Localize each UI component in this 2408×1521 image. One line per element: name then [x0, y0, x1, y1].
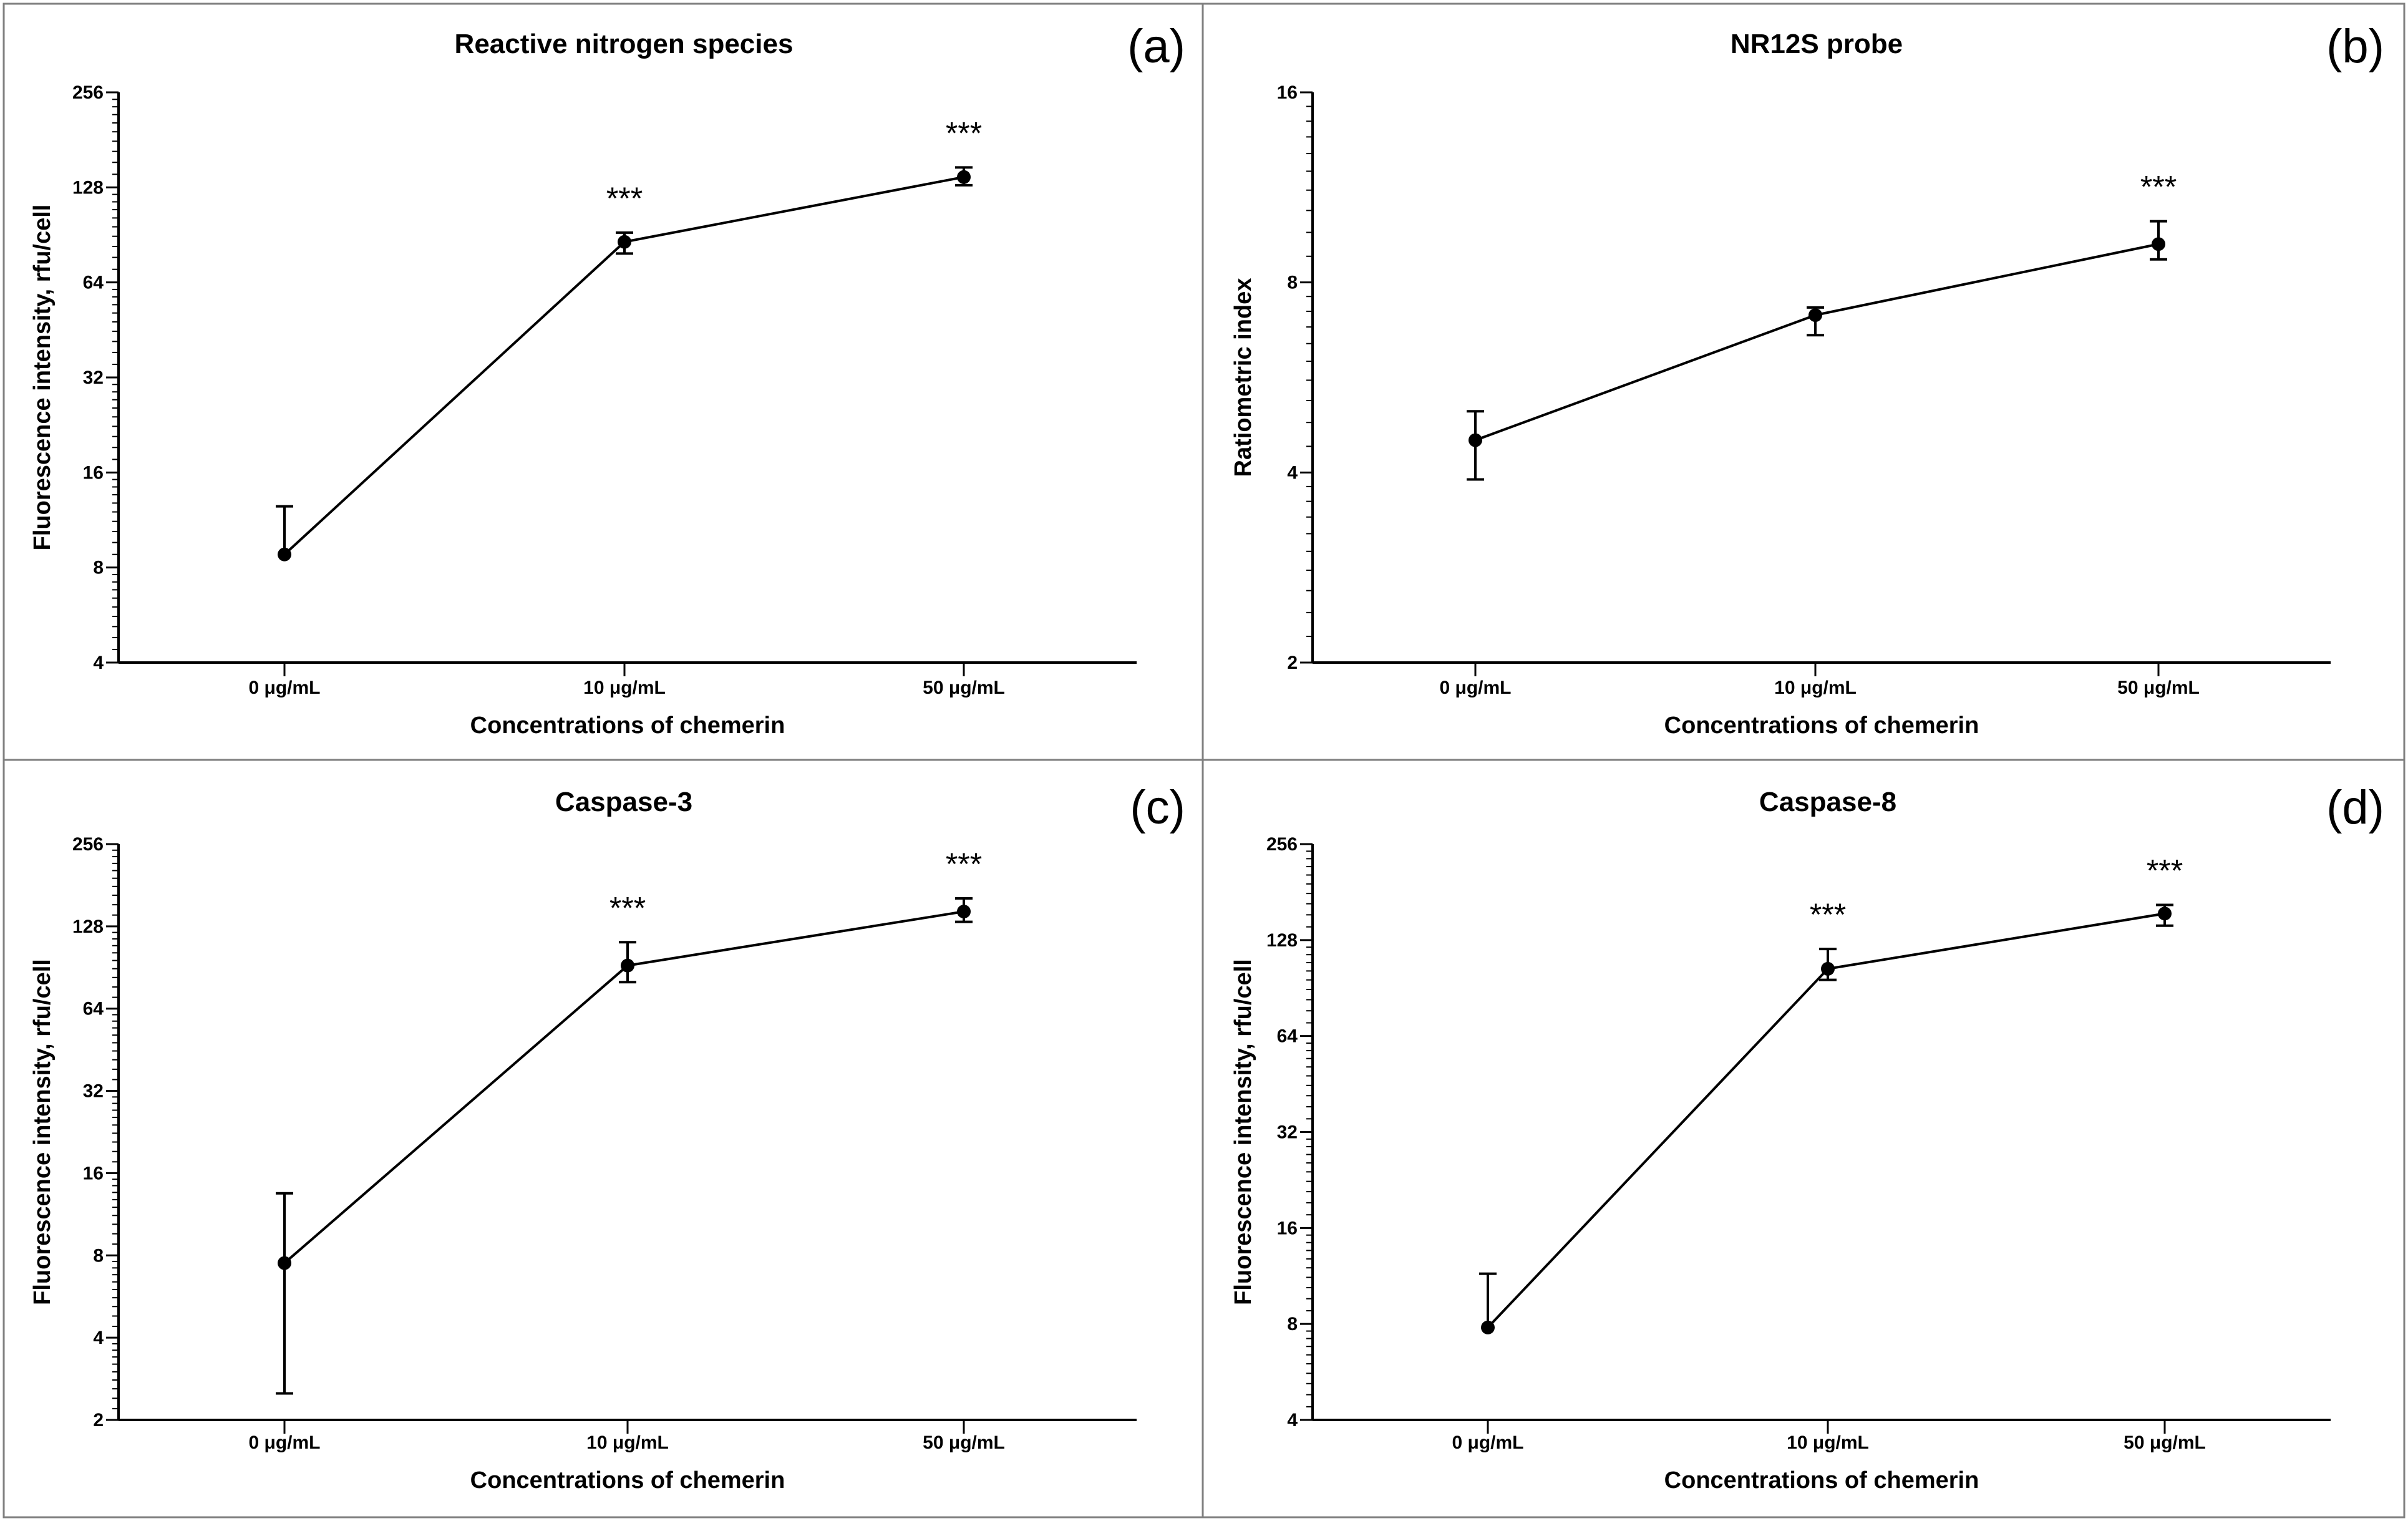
significance-marker: ***	[2147, 853, 2183, 888]
y-tick-label: 128	[72, 916, 104, 937]
y-tick-label: 256	[72, 834, 104, 855]
y-tick-label: 16	[1277, 82, 1298, 103]
y-tick-label: 256	[72, 82, 104, 103]
x-tick-label: 10 μg/mL	[1774, 678, 1857, 698]
data-point	[278, 547, 291, 561]
panel-frame	[1202, 759, 2406, 1519]
y-tick-label: 256	[1266, 834, 1298, 855]
y-tick-label: 2	[1287, 653, 1298, 673]
y-tick-label: 16	[1277, 1218, 1298, 1238]
data-point	[278, 1256, 291, 1270]
y-tick-label: 64	[83, 999, 104, 1019]
y-axis-title: Fluorescence intensity, rfu/cell	[29, 959, 56, 1305]
x-tick-label: 0 μg/mL	[1452, 1432, 1523, 1453]
y-tick-label: 8	[93, 1245, 104, 1266]
y-tick-label: 8	[1287, 273, 1298, 293]
data-point	[957, 905, 971, 919]
chart-panel: 2 4 8 16 0 μg/mL 10 μg/mL 50 μg/mL Concentratio…	[1230, 20, 2384, 739]
y-tick-label: 4	[1287, 1410, 1298, 1431]
x-tick-label: 50 μg/mL	[2117, 678, 2200, 698]
chart-title: NR12S probe	[1731, 29, 1903, 59]
chart-panel: 4 8 16 32 64 128 256 0 μg/mL 10 μg/mL 50 μg/mL Con…	[29, 20, 1185, 739]
y-tick-label: 128	[1266, 930, 1298, 951]
chart-panel: 4 8 16 32 64 128 256 0 μg/mL 10 μg/mL 50 μg/mL Con…	[1230, 781, 2384, 1494]
data-point	[621, 958, 634, 973]
data-point	[1469, 433, 1482, 447]
significance-marker: ***	[609, 890, 646, 925]
significance-marker: ***	[946, 115, 982, 150]
chart-title: Reactive nitrogen species	[455, 29, 794, 59]
y-tick-label: 8	[93, 558, 104, 578]
significance-marker: ***	[946, 847, 982, 882]
data-point	[1481, 1320, 1495, 1334]
y-tick-label: 2	[93, 1410, 104, 1431]
y-tick-label: 32	[1277, 1122, 1298, 1143]
chart-title: Caspase-8	[1759, 787, 1896, 817]
y-tick-label: 32	[83, 367, 104, 388]
x-axis-title: Concentrations of chemerin	[470, 712, 785, 739]
data-point	[957, 170, 971, 184]
data-point	[1821, 961, 1835, 976]
x-tick-label: 10 μg/mL	[1787, 1432, 1869, 1453]
y-tick-label: 32	[83, 1081, 104, 1102]
data-point	[618, 235, 631, 249]
y-axis-title: Fluorescence intensity, rfu/cell	[29, 205, 56, 551]
panel-letter: (c)	[1130, 781, 1185, 834]
x-axis-title: Concentrations of chemerin	[1664, 712, 1979, 739]
x-tick-label: 50 μg/mL	[923, 678, 1005, 698]
y-tick-label: 16	[83, 462, 104, 483]
y-tick-label: 16	[83, 1163, 104, 1183]
significance-marker: ***	[2140, 170, 2177, 205]
x-tick-label: 50 μg/mL	[923, 1432, 1005, 1453]
significance-marker: ***	[606, 181, 643, 216]
y-tick-label: 8	[1287, 1314, 1298, 1334]
chart-panel: 2 4 8 16 32 64 128 256 0 μg/mL 10 μg/mL 50 μg/mL Co…	[29, 781, 1185, 1494]
data-point	[2158, 906, 2172, 921]
x-axis-title: Concentrations of chemerin	[1664, 1467, 1979, 1494]
y-tick-label: 128	[72, 177, 104, 198]
y-tick-label: 64	[83, 273, 104, 293]
x-tick-label: 0 μg/mL	[1439, 678, 1511, 698]
y-tick-label: 64	[1277, 1026, 1298, 1047]
x-tick-label: 10 μg/mL	[586, 1432, 669, 1453]
x-tick-label: 0 μg/mL	[248, 1432, 320, 1453]
data-point	[2152, 237, 2165, 251]
x-axis-title: Concentrations of chemerin	[470, 1467, 785, 1494]
panel-letter: (d)	[2326, 781, 2384, 834]
data-point	[1808, 308, 1822, 323]
panel-letter: (b)	[2326, 20, 2384, 73]
x-tick-label: 10 μg/mL	[583, 678, 666, 698]
y-tick-label: 4	[93, 1328, 104, 1348]
significance-marker: ***	[1810, 897, 1846, 932]
x-tick-label: 0 μg/mL	[248, 678, 320, 698]
y-tick-label: 4	[1287, 462, 1298, 483]
y-tick-label: 4	[93, 653, 104, 673]
y-axis-title: Ratiometric index	[1230, 278, 1256, 477]
x-tick-label: 50 μg/mL	[2124, 1432, 2206, 1453]
panel-letter: (a)	[1127, 20, 1185, 73]
chart-title: Caspase-3	[555, 787, 692, 817]
y-axis-title: Fluorescence intensity, rfu/cell	[1230, 959, 1256, 1305]
panels: 4 8 16 32 64 128 256 0 μg/mL 10 μg/mL 50 μg/mL Con…	[29, 20, 2384, 1494]
